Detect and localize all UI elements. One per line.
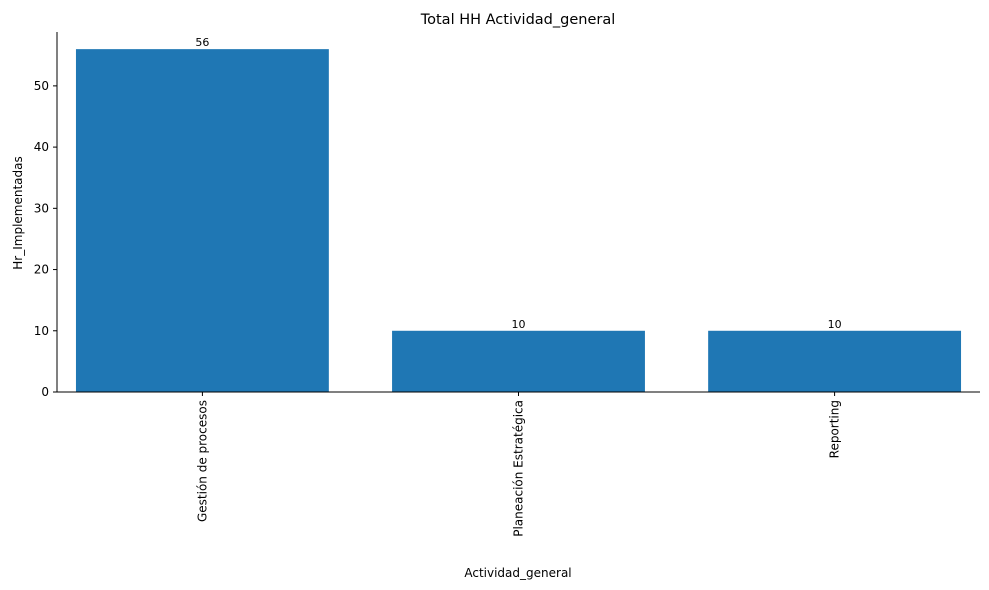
x-axis: Gestión de procesos Planeación Estratégic… xyxy=(57,391,980,537)
y-tick-label: 40 xyxy=(34,140,49,154)
y-tick-label: 50 xyxy=(34,79,49,93)
y-tick-label: 10 xyxy=(34,324,49,338)
y-tick-label: 30 xyxy=(34,201,49,215)
x-tick-label: Reporting xyxy=(828,400,842,458)
y-tick-label: 20 xyxy=(34,263,49,277)
bar-1 xyxy=(75,49,329,393)
bar-2 xyxy=(392,330,645,392)
y-tick-label: 0 xyxy=(41,385,49,399)
bar-3 xyxy=(708,330,962,392)
bar-labels-group: 56 10 10 xyxy=(195,36,841,331)
bars-group xyxy=(75,49,962,393)
y-axis-label: Hr_Implementadas xyxy=(11,156,25,269)
bar-value-label-3: 10 xyxy=(828,318,842,331)
bar-value-label-2: 10 xyxy=(512,318,526,331)
x-tick-label: Planeación Estratégica xyxy=(512,400,526,537)
chart-title: Total HH Actividad_general xyxy=(420,12,616,28)
x-tick-label: Gestión de procesos xyxy=(195,400,209,522)
y-axis: 0 10 20 30 40 50 xyxy=(34,32,58,399)
bar-value-label-1: 56 xyxy=(195,36,209,49)
x-axis-label: Actividad_general xyxy=(464,566,571,580)
